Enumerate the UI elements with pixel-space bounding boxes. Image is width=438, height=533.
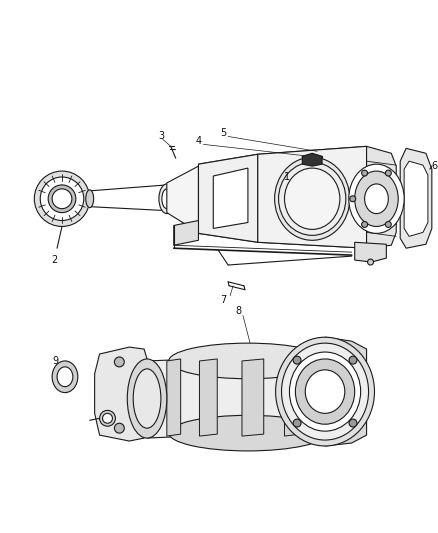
Ellipse shape: [282, 343, 368, 440]
Ellipse shape: [52, 189, 72, 208]
Polygon shape: [213, 168, 248, 229]
Polygon shape: [355, 243, 386, 262]
Polygon shape: [404, 161, 428, 236]
Ellipse shape: [114, 423, 124, 433]
Text: 7: 7: [220, 295, 226, 305]
Polygon shape: [147, 354, 325, 438]
Text: 3: 3: [158, 132, 164, 141]
Polygon shape: [285, 359, 300, 436]
Text: 6: 6: [432, 161, 438, 171]
Ellipse shape: [385, 222, 391, 228]
Polygon shape: [242, 359, 264, 436]
Polygon shape: [95, 347, 147, 441]
Polygon shape: [325, 337, 367, 446]
Ellipse shape: [349, 356, 357, 364]
Ellipse shape: [99, 410, 115, 426]
Polygon shape: [198, 154, 258, 243]
Ellipse shape: [285, 168, 340, 229]
Ellipse shape: [362, 222, 367, 228]
Ellipse shape: [86, 190, 94, 208]
Ellipse shape: [279, 162, 346, 236]
Text: 9: 9: [52, 356, 58, 366]
Ellipse shape: [34, 171, 90, 227]
Polygon shape: [302, 154, 322, 166]
Ellipse shape: [367, 259, 374, 265]
Polygon shape: [258, 147, 367, 248]
Ellipse shape: [52, 361, 78, 393]
Ellipse shape: [290, 352, 360, 431]
Ellipse shape: [127, 359, 167, 438]
Ellipse shape: [133, 369, 161, 428]
Text: 2: 2: [51, 255, 57, 265]
Ellipse shape: [293, 356, 301, 364]
Ellipse shape: [385, 170, 391, 176]
Polygon shape: [199, 359, 217, 436]
Ellipse shape: [159, 184, 175, 214]
Polygon shape: [400, 148, 432, 248]
Ellipse shape: [40, 177, 84, 221]
Ellipse shape: [350, 196, 356, 201]
Ellipse shape: [364, 184, 389, 214]
Ellipse shape: [362, 170, 367, 176]
Ellipse shape: [169, 415, 327, 451]
Ellipse shape: [295, 359, 355, 424]
Text: 8: 8: [235, 306, 241, 317]
Ellipse shape: [48, 185, 76, 213]
Text: 1: 1: [284, 172, 290, 182]
Ellipse shape: [102, 414, 113, 423]
Polygon shape: [367, 147, 396, 248]
Ellipse shape: [305, 370, 345, 414]
Polygon shape: [167, 359, 180, 436]
Text: 5: 5: [220, 128, 226, 139]
Ellipse shape: [349, 164, 404, 233]
Ellipse shape: [293, 419, 301, 427]
Ellipse shape: [275, 157, 350, 240]
Polygon shape: [167, 166, 198, 232]
Polygon shape: [174, 221, 198, 245]
Ellipse shape: [276, 337, 374, 446]
Ellipse shape: [169, 343, 327, 379]
Text: 4: 4: [195, 136, 201, 147]
Ellipse shape: [114, 357, 124, 367]
Ellipse shape: [349, 419, 357, 427]
Ellipse shape: [57, 367, 73, 386]
Ellipse shape: [162, 189, 172, 208]
Ellipse shape: [355, 171, 398, 227]
